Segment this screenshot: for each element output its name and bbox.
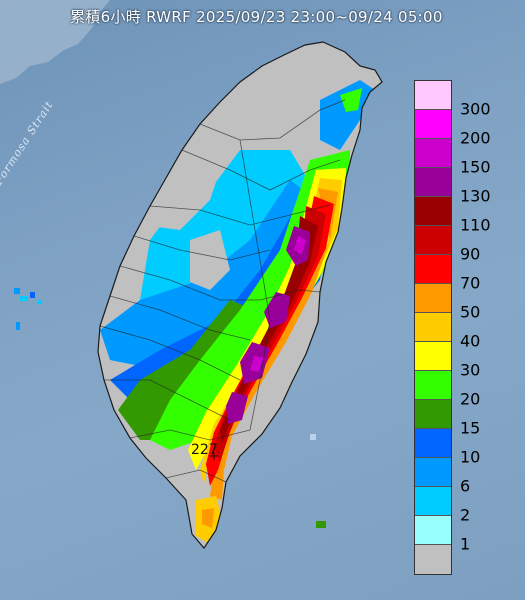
county-boundaries [99,99,346,483]
mainland-coast [0,0,110,84]
legend-label: 110 [460,215,491,235]
peak-rainfall-value: 227 [191,442,218,458]
legend-label: 300 [460,99,491,119]
rainfall-layer [100,80,375,544]
legend-swatch [415,110,451,139]
penghu-islands [14,288,42,330]
legend-swatch [415,226,451,255]
legend-label: 2 [460,505,471,525]
legend-swatch [415,487,451,516]
legend-swatch [415,342,451,371]
peak-marker [210,452,218,460]
legend-swatch [415,400,451,429]
legend-label: 90 [460,244,481,264]
legend-label: 130 [460,186,491,206]
legend-swatch [415,429,451,458]
legend-label: 30 [460,360,481,380]
legend-label: 1 [460,534,471,554]
legend-label: 20 [460,389,481,409]
legend-swatch [415,255,451,284]
legend-label: 10 [460,447,481,467]
legend-swatch [415,458,451,487]
legend-swatch [415,313,451,342]
legend-label: 70 [460,273,481,293]
legend-label: 6 [460,476,471,496]
legend-label: 200 [460,128,491,148]
rainfall-legend [414,80,452,575]
legend-label: 50 [460,302,481,322]
legend-label: 15 [460,418,481,438]
map-title: 累積6小時 RWRF 2025/09/23 23:00~09/24 05:00 [70,8,443,26]
legend-swatch [415,371,451,400]
legend-swatch [415,139,451,168]
legend-label: 150 [460,157,491,177]
legend-swatch [415,168,451,197]
orchid-island [316,521,326,528]
legend-swatch [415,545,451,574]
legend-label: 40 [460,331,481,351]
legend-swatch [415,516,451,545]
legend-swatch [415,197,451,226]
legend-swatch [415,284,451,313]
legend-swatch [415,81,451,110]
